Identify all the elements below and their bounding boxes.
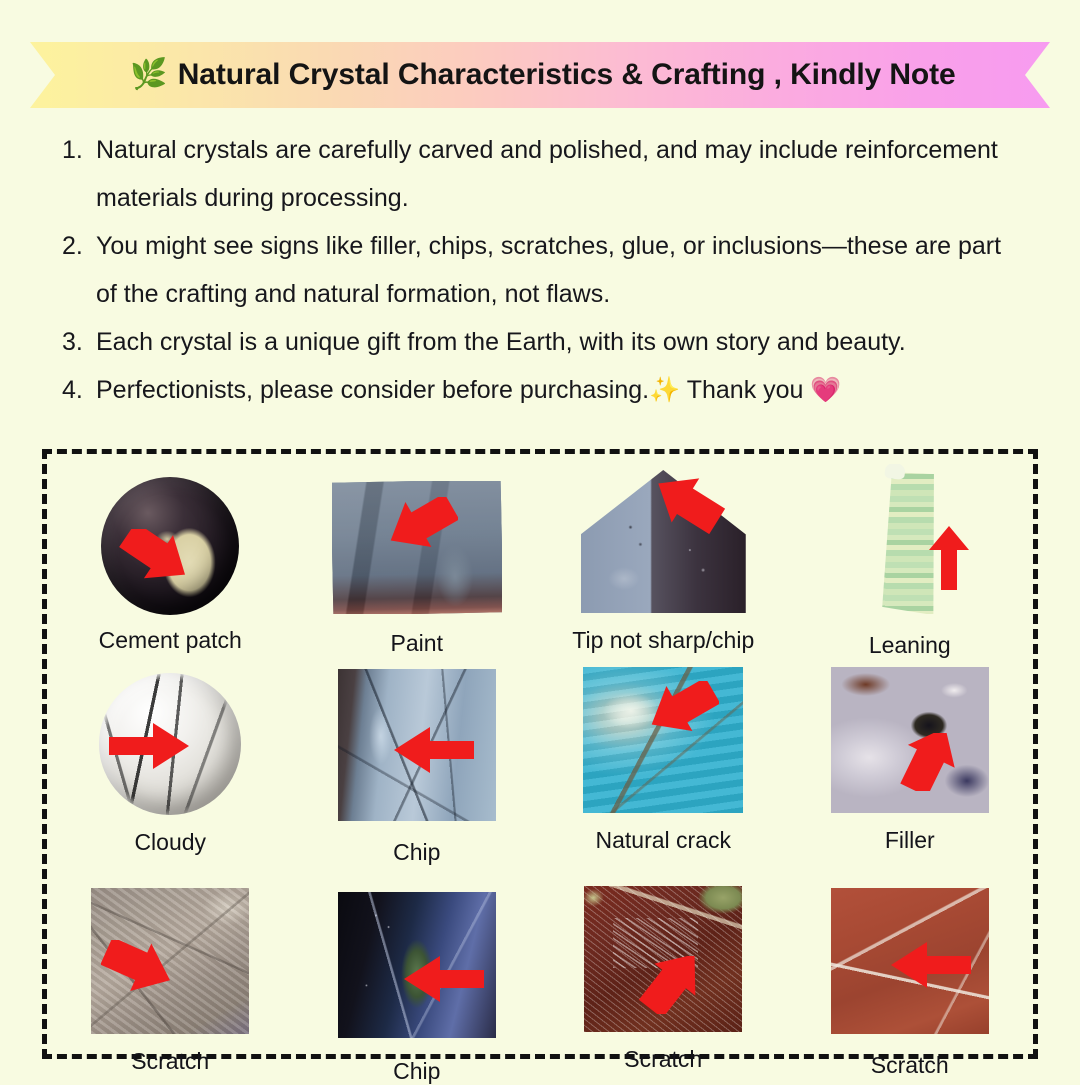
photo-frame — [91, 888, 250, 1034]
list-item-text: Perfectionists, please consider before p… — [96, 376, 842, 404]
gallery-item-cement-patch: Cement patch — [47, 454, 294, 659]
crystal-photo-chip-blue — [337, 669, 496, 821]
list-item-text: Each crystal is a unique gift from the E… — [96, 328, 906, 356]
banner-ribbon: 🌿 Natural Crystal Characteristics & Craf… — [30, 42, 1050, 108]
gallery-item-cloudy: Cloudy — [47, 659, 294, 866]
crystal-photo-scratch-red — [830, 888, 989, 1034]
list-item-number: 2. — [62, 232, 83, 260]
gallery-item-scratch-3: Scratch — [787, 866, 1034, 1085]
gallery-item-label: Filler — [884, 827, 935, 853]
photo-frame — [830, 667, 989, 813]
gallery-item-label: Chip — [393, 1058, 441, 1084]
page-title: Natural Crystal Characteristics & Crafti… — [177, 58, 956, 91]
gallery-item-label: Chip — [393, 839, 441, 865]
list-item-text: You might see signs like filler, chips, … — [96, 232, 1002, 308]
tower-tip — [883, 464, 906, 481]
photo-frame — [845, 464, 975, 614]
list-item: 2. You might see signs like filler, chip… — [62, 222, 1022, 318]
examples-grid: Cement patch Paint Tip not sharp/chip — [47, 454, 1034, 1084]
list-item-number: 3. — [62, 328, 83, 356]
photo-frame — [99, 673, 242, 815]
gallery-item-label: Tip not sharp/chip — [572, 627, 755, 653]
crystal-photo-tower — [876, 464, 944, 614]
photo-frame — [830, 888, 989, 1034]
list-item-text: Natural crystals are carefully carved an… — [96, 136, 998, 212]
herb-icon: 🌿 — [130, 58, 168, 91]
gallery-item-label: Scratch — [870, 1052, 949, 1078]
list-item: 1. Natural crystals are carefully carved… — [62, 126, 1022, 222]
gallery-item-label: Cloudy — [134, 829, 207, 855]
gallery-item-natural-crack: Natural crack — [540, 659, 787, 866]
gallery-item-label: Scratch — [624, 1046, 703, 1072]
notes-list: 1. Natural crystals are carefully carved… — [62, 126, 1022, 414]
gallery-item-chip-2: Chip — [294, 866, 541, 1085]
crystal-photo-cloudy — [99, 673, 242, 815]
gallery-item-scratch-1: Scratch — [47, 866, 294, 1085]
gallery-item-label: Natural crack — [595, 827, 731, 853]
list-item-number: 4. — [62, 376, 83, 404]
gallery-item-chip-1: Chip — [294, 659, 541, 866]
photo-frame — [584, 886, 743, 1032]
crystal-photo-cement-patch — [101, 477, 240, 615]
gallery-item-label: Leaning — [868, 632, 951, 658]
photo-frame — [337, 669, 496, 821]
crystal-photo-paint — [331, 481, 502, 614]
gallery-item-scratch-2: Scratch — [540, 866, 787, 1085]
photo-frame — [331, 481, 502, 614]
crystal-photo-scratch-grey — [91, 888, 250, 1034]
gallery-item-tip-not-sharp: Tip not sharp/chip — [540, 454, 787, 659]
gallery-item-filler: Filler — [787, 659, 1034, 866]
header-banner: 🌿 Natural Crystal Characteristics & Craf… — [30, 42, 1050, 108]
crystal-photo-scratch-darkred — [584, 886, 743, 1032]
gallery-item-label: Cement patch — [98, 627, 242, 653]
photo-frame — [583, 667, 744, 813]
crystal-photo-filler — [830, 667, 989, 813]
gallery-item-leaning: Leaning — [787, 454, 1034, 659]
crystal-photo-pyramid — [580, 470, 746, 613]
photo-frame — [101, 477, 240, 615]
gallery-item-label: Paint — [390, 630, 443, 656]
examples-gallery: Cement patch Paint Tip not sharp/chip — [42, 449, 1038, 1084]
gallery-item-label: Scratch — [131, 1048, 210, 1074]
scratch-streaks — [612, 918, 698, 968]
photo-frame — [580, 470, 746, 613]
list-item-number: 1. — [62, 136, 83, 164]
list-item: 3. Each crystal is a unique gift from th… — [62, 318, 1022, 366]
photo-frame — [337, 892, 496, 1038]
crystal-photo-chip-dark — [337, 892, 496, 1038]
gallery-item-paint: Paint — [294, 454, 541, 659]
crystal-photo-crack — [583, 667, 744, 813]
list-item: 4. Perfectionists, please consider befor… — [62, 366, 1022, 414]
